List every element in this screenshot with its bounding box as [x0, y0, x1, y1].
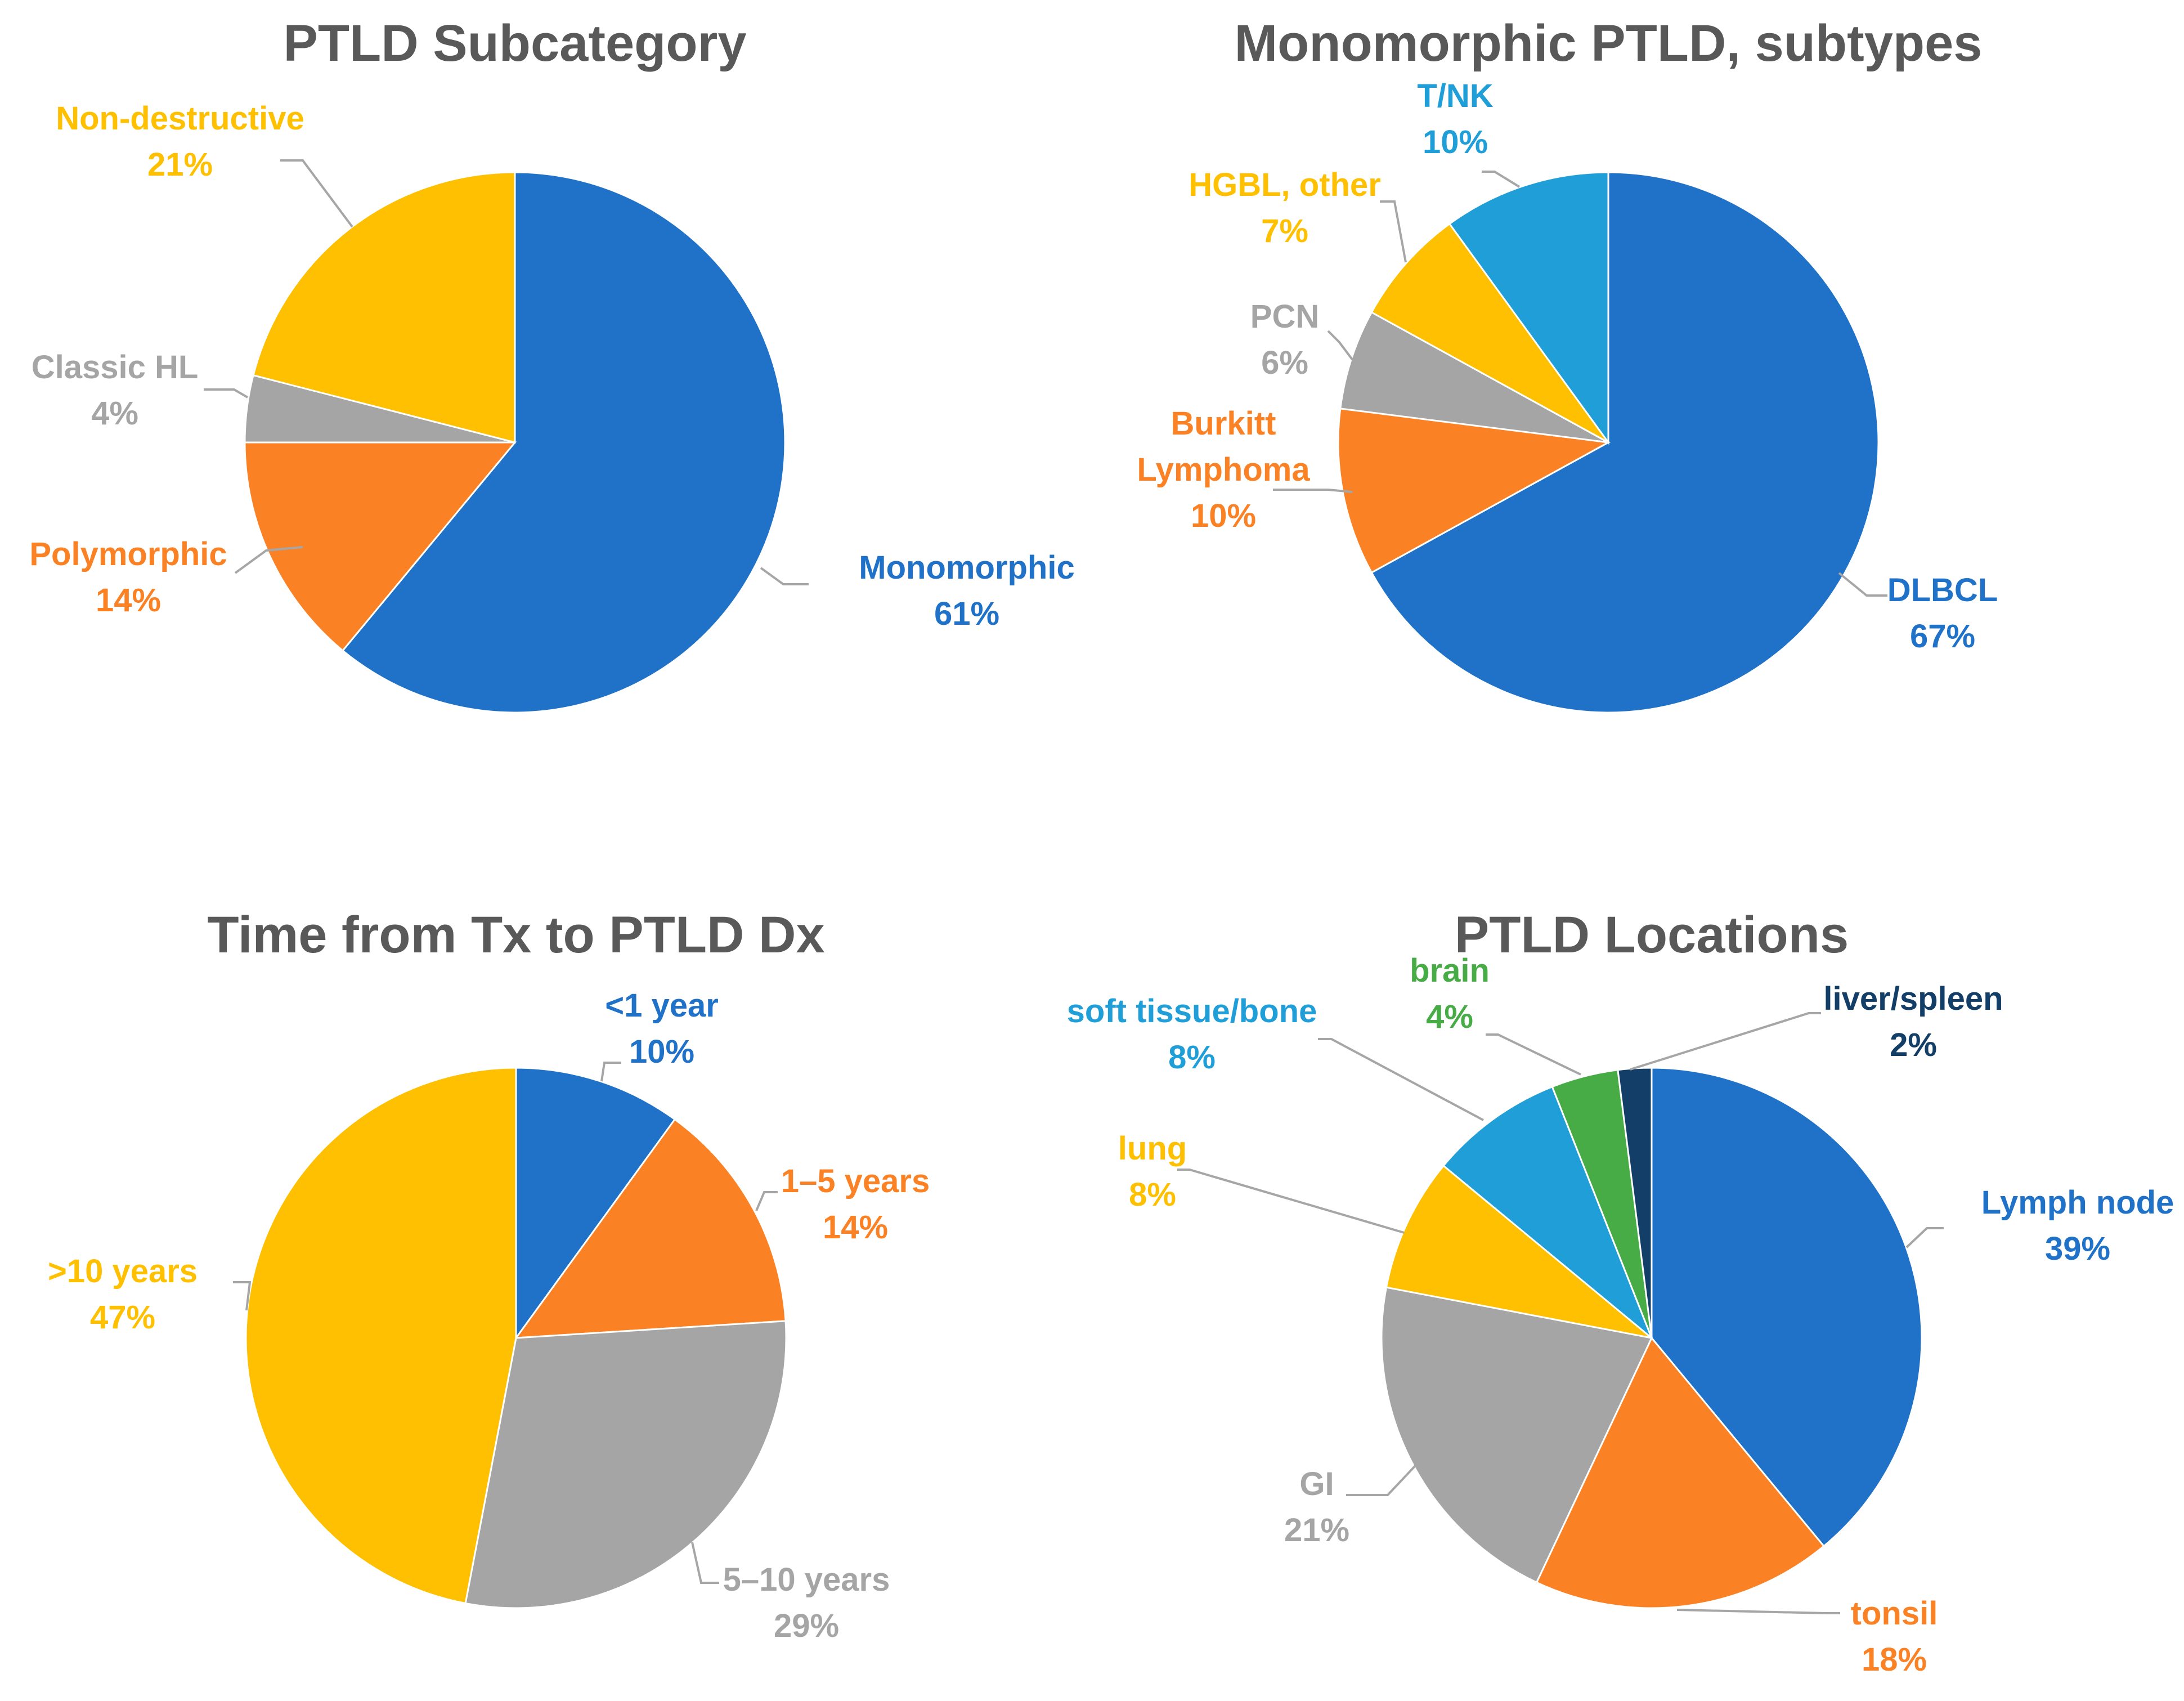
- pie-slice-tonsil: [1535, 1336, 1826, 1609]
- pie-chart-ptld-locations: PTLD Locations Lymph node 39% tonsil 18% GI 21…: [1067, 906, 2174, 1678]
- slice-percent-lymph-node: 39%: [2045, 1230, 2110, 1267]
- slice-percent-liver-spleen: 2%: [1890, 1027, 1937, 1063]
- chart-title: Monomorphic PTLD, subtypes: [1235, 15, 1983, 72]
- leader-line: [1177, 1169, 1405, 1234]
- chart-title: PTLD Locations: [1455, 906, 1849, 964]
- slice-label-gi: GI: [1299, 1466, 1334, 1502]
- slice-percent-soft-tissue-bone: 8%: [1168, 1039, 1216, 1076]
- slice-percent-dlbcl: 67%: [1910, 618, 1975, 655]
- pie-slice-polymorphic: [244, 441, 517, 652]
- slice-percent-10-years: 47%: [90, 1299, 155, 1336]
- pie-slice-lung: [1385, 1164, 1652, 1339]
- slice-label-dlbcl: DLBCL: [1887, 572, 1998, 608]
- pie-slice-monomorphic: [341, 171, 786, 714]
- slice-percent-t-nk: 10%: [1423, 124, 1488, 160]
- slice-label-lung: lung: [1118, 1130, 1187, 1167]
- leader-line: [204, 388, 249, 399]
- slice-label-burkitt-lymphoma: Burkitt Lymphoma: [1137, 405, 1310, 488]
- slice-label-t-nk: T/NK: [1417, 78, 1493, 114]
- leader-line: [691, 1542, 719, 1584]
- slice-label-hgbl-other: HGBL, other: [1189, 167, 1381, 203]
- slice-percent-brain: 4%: [1426, 999, 1473, 1035]
- pie-slice-lymph-node: [1651, 1067, 1923, 1547]
- leader-line: [1486, 1033, 1581, 1076]
- slice-percent-1-year: 10%: [629, 1033, 694, 1070]
- slice-label-lymph-node: Lymph node: [1981, 1184, 2174, 1221]
- slice-percent-5-10-years: 29%: [774, 1608, 839, 1644]
- leader-line: [1318, 1038, 1484, 1121]
- leader-line: [1676, 1609, 1840, 1614]
- slice-percent-non-destructive: 21%: [147, 146, 213, 183]
- slice-label-1-year: <1 year: [605, 987, 719, 1024]
- leader-line: [1482, 171, 1521, 188]
- pie-chart-monomorphic-ptld-subtypes: Monomorphic PTLD, subtypes DLBCL 67% Burkit…: [1137, 15, 1998, 714]
- slice-percent-hgbl-other: 7%: [1261, 213, 1308, 249]
- pie-slice-dlbcl: [1370, 171, 1880, 714]
- slice-label-liver-spleen: liver/spleen: [1823, 981, 2003, 1017]
- pie-slice-hgbl-other: [1370, 222, 1609, 444]
- chart-title: PTLD Subcategory: [283, 15, 746, 72]
- pie-chart-ptld-subcategory: PTLD Subcategory Monomorphic 61% Polymorphi…: [29, 15, 1075, 714]
- slice-percent-monomorphic: 61%: [934, 596, 999, 632]
- slice-label-monomorphic: Monomorphic: [859, 549, 1074, 586]
- leader-line: [600, 1062, 621, 1082]
- pie-slice-1-5-years: [514, 1118, 787, 1339]
- pie-slice-5-10-years: [464, 1320, 787, 1609]
- slice-percent-classic-hl: 4%: [91, 395, 138, 432]
- pie-chart-time-from-tx-to-ptld-dx: Time from Tx to PTLD Dx <1 year 10% 1–5 yea…: [48, 906, 930, 1644]
- leader-line: [233, 1281, 252, 1311]
- slice-label-classic-hl: Classic HL: [32, 349, 199, 386]
- slice-label-brain: brain: [1410, 952, 1490, 989]
- chart-title: Time from Tx to PTLD Dx: [207, 906, 824, 964]
- slice-percent-gi: 21%: [1284, 1512, 1349, 1548]
- pie-slice-gi: [1380, 1286, 1653, 1584]
- leader-line: [234, 546, 303, 574]
- slice-label-pcn: PCN: [1250, 298, 1319, 335]
- slice-label-polymorphic: Polymorphic: [29, 536, 227, 572]
- slice-percent-1-5-years: 14%: [823, 1209, 888, 1246]
- slice-percent-burkitt-lymphoma: 10%: [1191, 498, 1256, 534]
- slice-label-5-10-years: 5–10 years: [723, 1561, 890, 1598]
- leader-line: [1380, 200, 1407, 263]
- leader-line: [1905, 1227, 1944, 1248]
- leader-line: [1346, 1465, 1416, 1496]
- leader-line: [1327, 330, 1354, 361]
- slice-percent-tonsil: 18%: [1862, 1641, 1927, 1678]
- pie-slice-soft-tissue-bone: [1442, 1085, 1653, 1339]
- leader-line: [280, 159, 353, 228]
- slice-label-10-years: >10 years: [48, 1253, 198, 1290]
- pie-slice-t-nk: [1448, 171, 1609, 445]
- slice-label-soft-tissue-bone: soft tissue/bone: [1067, 993, 1317, 1029]
- slice-label-1-5-years: 1–5 years: [781, 1163, 930, 1199]
- pie-slice-10-years: [245, 1067, 517, 1605]
- pie-slice-non-destructive: [252, 171, 516, 444]
- slice-label-tonsil: tonsil: [1851, 1595, 1938, 1632]
- pie-slice-burkitt-lymphoma: [1337, 408, 1611, 574]
- leader-line: [1630, 1012, 1821, 1071]
- leader-line: [1273, 489, 1353, 493]
- slice-percent-polymorphic: 14%: [96, 582, 161, 619]
- slice-label-non-destructive: Non-destructive: [56, 100, 304, 137]
- leader-line: [1838, 572, 1887, 597]
- leader-line: [755, 1191, 778, 1211]
- leader-line: [760, 567, 809, 585]
- slice-percent-lung: 8%: [1129, 1176, 1176, 1213]
- pie-slice-1-year: [515, 1067, 676, 1341]
- slice-percent-pcn: 6%: [1261, 344, 1308, 381]
